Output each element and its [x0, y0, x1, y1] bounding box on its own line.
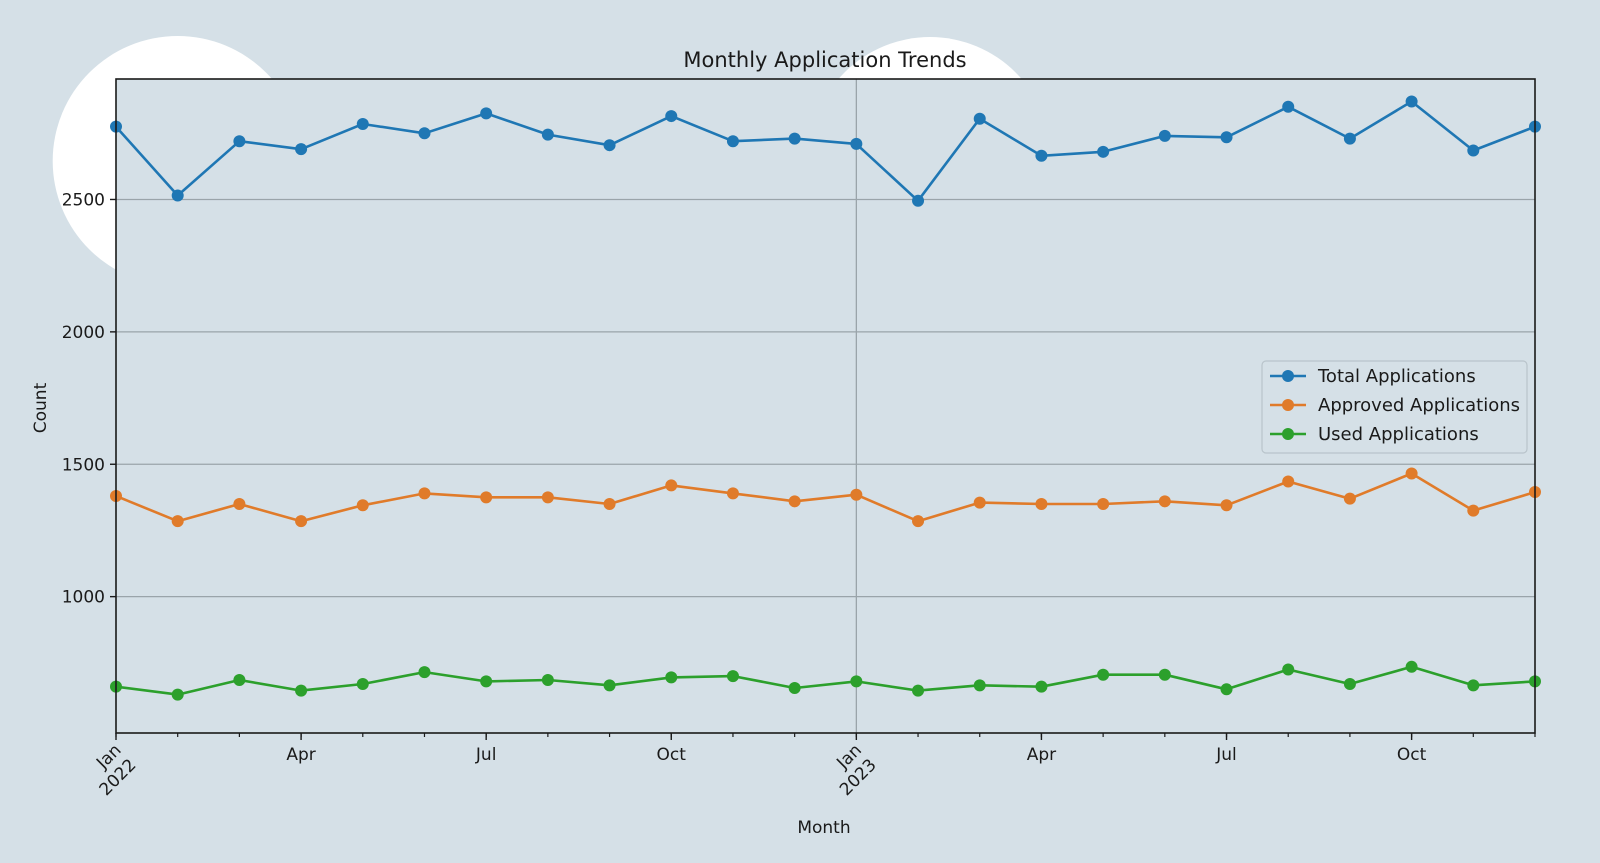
legend-marker: [1282, 370, 1294, 382]
data-point: [541, 128, 554, 141]
legend-label: Used Applications: [1318, 424, 1479, 445]
legend-box: [1261, 360, 1528, 454]
data-point: [1467, 144, 1480, 157]
series-line-3: [115, 665, 1536, 696]
data-point: [233, 674, 246, 687]
data-point: [1158, 129, 1171, 142]
legend-label: Approved Applications: [1318, 395, 1520, 416]
data-point: [356, 499, 369, 512]
data-point: [1405, 467, 1418, 480]
data-point: [603, 139, 616, 152]
data-point: [1467, 679, 1480, 692]
legend-label: Total Applications: [1317, 366, 1476, 387]
y-tick-label: 1000: [62, 588, 105, 608]
x-tick-label: Oct: [657, 745, 687, 765]
data-point: [912, 684, 925, 697]
data-point: [480, 491, 493, 504]
data-point: [1282, 475, 1295, 488]
data-point: [541, 491, 554, 504]
data-point: [171, 688, 184, 701]
data-point: [356, 678, 369, 691]
data-point: [603, 497, 616, 510]
data-point: [726, 135, 739, 148]
data-point: [788, 681, 801, 694]
data-point: [665, 110, 678, 123]
data-point: [418, 487, 431, 500]
data-point: [973, 679, 986, 692]
data-point: [171, 515, 184, 528]
axis-layer: 1000 1500 2000 2500 Jan2022 Apr Jul Oct Jan2023 A…: [62, 78, 1536, 800]
data-point: [1405, 660, 1418, 673]
legend: Total Applications Approved Applications U…: [1261, 360, 1528, 454]
x-tick-label: Jan2022: [81, 740, 141, 800]
data-point: [541, 674, 554, 687]
y-axis-label: Count: [31, 382, 51, 433]
data-point: [973, 112, 986, 125]
data-point: [1282, 100, 1295, 113]
data-point: [295, 515, 308, 528]
y-tick-label: 2000: [62, 323, 105, 343]
data-point: [233, 135, 246, 148]
x-tick-label: Jul: [1215, 745, 1237, 765]
data-point: [726, 487, 739, 500]
data-point: [1220, 683, 1233, 696]
data-point: [356, 118, 369, 131]
data-point: [850, 488, 863, 501]
data-point: [1220, 131, 1233, 144]
data-point: [295, 143, 308, 156]
series-line-1: [115, 100, 1536, 203]
data-point: [1343, 678, 1356, 691]
data-point: [1097, 668, 1110, 681]
x-axis-label: Month: [797, 818, 850, 838]
data-point: [1035, 149, 1048, 162]
chart-title: Monthly Application Trends: [683, 48, 966, 72]
data-point: [603, 679, 616, 692]
axes-frame: [115, 78, 1536, 734]
data-point: [1343, 132, 1356, 145]
data-point: [850, 675, 863, 688]
data-point: [726, 670, 739, 683]
data-point: [171, 189, 184, 202]
series-line-2: [115, 472, 1536, 523]
data-point: [850, 137, 863, 150]
data-point: [912, 194, 925, 207]
data-point: [788, 132, 801, 145]
data-point: [1158, 495, 1171, 508]
data-point: [1282, 663, 1295, 676]
data-point: [1097, 497, 1110, 510]
x-tick-label: Jul: [475, 745, 497, 765]
x-tick-label: Apr: [1027, 745, 1056, 765]
data-point: [418, 127, 431, 140]
data-point: [295, 684, 308, 697]
data-point: [1343, 492, 1356, 505]
y-tick-label: 1500: [62, 455, 105, 475]
data-point: [665, 671, 678, 684]
data-point: [1158, 668, 1171, 681]
data-point: [233, 497, 246, 510]
legend-marker: [1282, 428, 1294, 440]
data-point: [1097, 145, 1110, 158]
data-point: [788, 495, 801, 508]
data-point: [665, 479, 678, 492]
data-point: [973, 496, 986, 509]
data-point: [1220, 499, 1233, 512]
x-tick-label: Apr: [286, 745, 315, 765]
data-point: [1405, 95, 1418, 108]
y-tick-label: 2500: [62, 190, 105, 210]
data-point: [480, 675, 493, 688]
data-point: [480, 107, 493, 120]
data-point: [1035, 680, 1048, 693]
x-tick-label: Jan2023: [821, 740, 881, 800]
data-point: [1467, 504, 1480, 517]
data-point: [418, 666, 431, 679]
data-point: [1035, 497, 1048, 510]
legend-marker: [1282, 399, 1294, 411]
x-tick-label: Oct: [1397, 745, 1427, 765]
data-point: [912, 515, 925, 528]
